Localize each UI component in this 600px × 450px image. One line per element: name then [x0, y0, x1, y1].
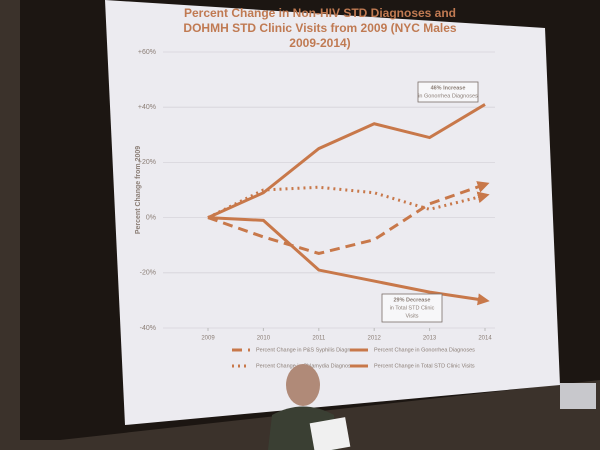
legend-label: Percent Change in P&S Syphilis Diagnoses — [256, 347, 362, 353]
series-line — [207, 216, 490, 306]
annotation-text: in Total STD Clinic — [390, 305, 435, 311]
series-line — [207, 185, 490, 219]
x-tick-label: 2014 — [478, 336, 492, 342]
legend-label: Percent Change in Total STD Clinic Visit… — [374, 363, 475, 369]
y-tick-label: +20% — [138, 159, 156, 166]
series-line — [207, 103, 486, 219]
y-tick-label: -40% — [140, 325, 156, 332]
series-line — [207, 181, 490, 256]
y-tick-label: +60% — [138, 49, 156, 56]
annotation-text: 29% Decrease — [393, 297, 430, 303]
chart-title: Percent Change in Non-HIV STD Diagnoses … — [183, 6, 457, 50]
speaker-head — [286, 364, 320, 406]
y-axis-label: Percent Change from 2009 — [135, 146, 142, 234]
annotation-text: Visits — [405, 313, 418, 319]
legend-label: Percent Change in Gonorrhea Diagnoses — [374, 347, 475, 353]
projected-slide — [105, 0, 560, 425]
x-tick-label: 2009 — [201, 336, 215, 342]
x-tick-label: 2012 — [368, 336, 382, 342]
y-tick-label: -20% — [140, 270, 156, 277]
laptop — [560, 383, 596, 409]
annotation-text: in Gonorrhea Diagnoses — [418, 93, 478, 99]
annotation-box — [417, 81, 479, 103]
y-tick-label: 0% — [146, 214, 156, 221]
y-tick-label: +40% — [138, 104, 156, 111]
x-tick-label: 2011 — [312, 336, 326, 342]
annotation-box — [381, 293, 443, 323]
x-tick-label: 2010 — [257, 336, 271, 342]
x-tick-label: 2013 — [423, 336, 437, 342]
annotation-text: 46% Increase — [431, 85, 466, 91]
paper — [309, 417, 351, 450]
